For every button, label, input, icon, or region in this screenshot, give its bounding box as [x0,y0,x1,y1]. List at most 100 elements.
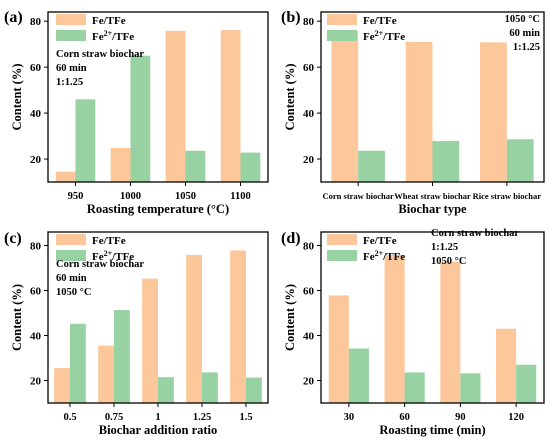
x-tick-label: 1000 [120,191,141,202]
legend-label-fe-tfe: Fe/TFe [92,15,126,27]
panel-label: (a) [4,9,23,26]
x-tick-label: 0.5 [63,412,76,423]
y-tick-label: 80 [30,16,42,28]
condition-annotation: 1:1.25 [431,242,458,253]
x-tick-label: 1.25 [193,412,211,423]
bar-fe-tfe [480,42,507,182]
bar-fe2-tfe [506,139,534,182]
condition-annotation: 60 min [56,63,87,74]
y-axis-label: Content (%) [10,284,24,351]
bar-fe2-tfe [358,150,385,182]
legend-label-fe2-tfe: Fe2+/TFe [92,29,134,43]
legend-label-fe2-tfe: Fe2+/TFe [363,249,405,263]
condition-annotation: 1050 °C [56,287,91,298]
y-tick-label: 60 [303,62,315,74]
bar-fe2-tfe [516,364,537,403]
bar-fe2-tfe [158,377,174,403]
bar-fe2-tfe [70,323,86,403]
legend-label-fe2-tfe: Fe2+/TFe [363,29,405,43]
x-axis-label: Roasting time (min) [379,423,485,437]
y-tick-label: 60 [30,62,42,74]
condition-annotation: 1:1.25 [513,42,540,53]
condition-annotation: Corn straw biochar [56,259,144,270]
condition-annotation: 1:1.25 [56,77,83,88]
panel-label: (d) [281,230,301,247]
bar-fe-tfe [230,250,246,403]
plot-frame [47,231,269,404]
x-axis-label: Biochar addition ratio [99,423,218,437]
legend-swatch-fe-tfe [56,234,86,245]
x-tick-label: 1.5 [239,412,252,423]
bar-fe-tfe [55,171,76,182]
bar-fe2-tfe [185,150,206,182]
bar-fe2-tfe [246,377,262,403]
x-tick-label: Rice straw biochar [473,191,542,201]
panel-b: (b) Corn straw biochar Wheat straw biochar… [281,9,545,216]
x-tick-label: 90 [455,412,466,423]
y-tick-label: 80 [303,16,315,28]
bar-fe2-tfe [404,372,425,403]
bar-fe2-tfe [348,348,369,403]
bar-fe-tfe [98,345,114,403]
bar-fe2-tfe [460,373,481,403]
condition-annotation: 1050 °C [505,14,540,25]
legend-label-fe-tfe: Fe/TFe [363,235,397,247]
x-axis-label: Roasting temperature (°C) [87,202,229,216]
condition-annotation: 60 min [56,273,87,284]
bar-fe-tfe [496,328,517,403]
bar-fe2-tfe [432,141,460,182]
y-tick-label: 20 [303,376,315,388]
bar-fe-tfe [405,41,433,182]
y-tick-label: 60 [303,286,315,298]
plot-frame [47,11,269,183]
x-tick-label: Wheat straw biochar [394,191,471,201]
bar-fe2-tfe [130,55,151,182]
bar-fe2-tfe [75,99,96,182]
bar-fe-tfe [220,29,241,183]
x-tick-label: 120 [508,412,524,423]
y-axis-label: Content (%) [10,63,24,130]
legend-swatch-fe2-tfe [56,250,86,261]
x-tick-label: 1 [155,412,160,423]
legend-swatch-fe-tfe [327,234,357,245]
y-tick-label: 80 [303,241,315,253]
x-tick-label: 30 [344,412,355,423]
legend-swatch-fe2-tfe [56,30,86,41]
bar-fe-tfe [165,30,186,183]
x-tick-label: Corn straw biochar [323,191,395,201]
y-tick-label: 40 [303,108,315,120]
x-tick-label: 0.75 [105,412,123,423]
x-tick-label: 1100 [230,191,250,202]
plot-frame [320,11,545,183]
panel-label: (c) [4,230,22,247]
plot-frame [320,231,545,404]
bar-fe2-tfe [114,310,130,403]
condition-annotation: Corn straw biochar [431,228,519,239]
bar-fe-tfe [328,295,349,403]
bar-fe-tfe [331,30,359,183]
y-tick-label: 60 [30,286,42,298]
condition-annotation: 1050 °C [431,256,466,267]
panel-a: (a) 950 1000 1050 1100 20 40 60 80 Roasting tempe… [4,9,269,216]
y-tick-label: 20 [303,154,315,166]
x-tick-label: 60 [399,412,410,423]
condition-annotation: Corn straw biochar [56,49,144,60]
bar-fe-tfe [186,254,202,403]
panel-c: (c) 0.5 0.75 1 1.25 1.5 20 40 60 80 Biochar additi… [4,230,269,437]
x-tick-label: 950 [68,191,84,202]
y-tick-label: 40 [30,108,42,120]
bar-fe2-tfe [202,372,218,403]
legend-swatch-fe-tfe [327,14,357,25]
y-tick-label: 40 [303,331,315,343]
y-tick-label: 20 [30,154,42,166]
legend-label-fe-tfe: Fe/TFe [92,235,126,247]
x-axis-label: Biochar type [398,202,467,216]
legend-swatch-fe-tfe [56,14,86,25]
legend-swatch-fe2-tfe [327,30,357,41]
y-axis-label: Content (%) [283,284,297,351]
bar-fe2-tfe [240,152,261,182]
x-tick-label: 1050 [175,191,196,202]
bar-fe-tfe [54,368,70,403]
